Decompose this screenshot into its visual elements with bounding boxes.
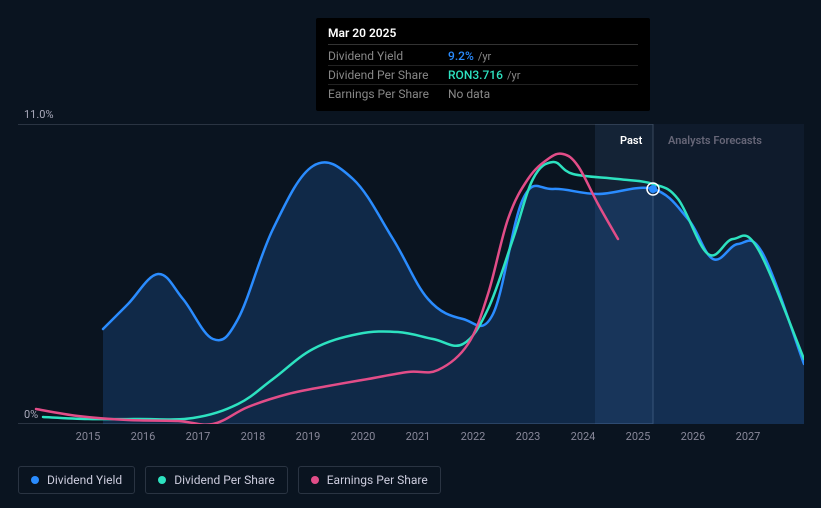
y-axis-max-label: 11.0% — [24, 108, 54, 121]
section-label-forecast: Analysts Forecasts — [668, 134, 762, 147]
legend-dot — [311, 476, 319, 484]
legend-label: Dividend Yield — [47, 473, 122, 487]
plot-svg — [18, 124, 804, 424]
x-tick: 2020 — [351, 430, 376, 443]
x-tick: 2027 — [736, 430, 761, 443]
tooltip-label: Dividend Per Share — [328, 68, 448, 82]
x-tick: 2022 — [461, 430, 486, 443]
tooltip-row-earnings-per-share: Earnings Per Share No data — [328, 85, 638, 103]
chart-area[interactable]: 11.0% 0% Past Analysts Forecasts 2015201… — [18, 108, 804, 428]
tooltip-label: Earnings Per Share — [328, 87, 448, 101]
tooltip-row-dividend-per-share: Dividend Per Share RON3.716 /yr — [328, 66, 638, 85]
legend-item-dividend-per-share[interactable]: Dividend Per Share — [145, 466, 288, 494]
tooltip-val: RON3.716 — [448, 68, 503, 82]
tooltip-unit: /yr — [507, 69, 520, 82]
legend-dot — [158, 476, 166, 484]
x-tick: 2017 — [186, 430, 211, 443]
legend-item-earnings-per-share[interactable]: Earnings Per Share — [298, 466, 441, 494]
legend: Dividend Yield Dividend Per Share Earnin… — [18, 466, 441, 494]
tooltip-value: RON3.716 /yr — [448, 68, 520, 82]
tooltip-row-dividend-yield: Dividend Yield 9.2% /yr — [328, 47, 638, 66]
legend-label: Dividend Per Share — [174, 473, 275, 487]
x-tick: 2015 — [76, 430, 101, 443]
legend-item-dividend-yield[interactable]: Dividend Yield — [18, 466, 135, 494]
legend-label: Earnings Per Share — [327, 473, 428, 487]
tooltip-value: No data — [448, 87, 490, 101]
chart-tooltip: Mar 20 2025 Dividend Yield 9.2% /yr Divi… — [316, 18, 650, 111]
tooltip-value: 9.2% /yr — [448, 49, 491, 63]
x-tick: 2018 — [241, 430, 266, 443]
x-axis: 2015 2016 2017 2018 2019 2020 2021 2022 2023 2024… — [18, 430, 804, 450]
x-tick: 2021 — [406, 430, 431, 443]
x-tick: 2023 — [516, 430, 541, 443]
tooltip-unit: /yr — [478, 50, 491, 63]
tooltip-val: 9.2% — [448, 49, 474, 63]
x-tick: 2019 — [296, 430, 321, 443]
section-label-past: Past — [620, 134, 642, 147]
x-tick: 2024 — [571, 430, 596, 443]
legend-dot — [31, 476, 39, 484]
x-tick: 2026 — [681, 430, 706, 443]
tooltip-label: Dividend Yield — [328, 49, 448, 63]
x-tick: 2016 — [131, 430, 156, 443]
x-tick: 2025 — [626, 430, 651, 443]
tooltip-nodata: No data — [448, 87, 490, 101]
tooltip-date: Mar 20 2025 — [328, 26, 638, 45]
